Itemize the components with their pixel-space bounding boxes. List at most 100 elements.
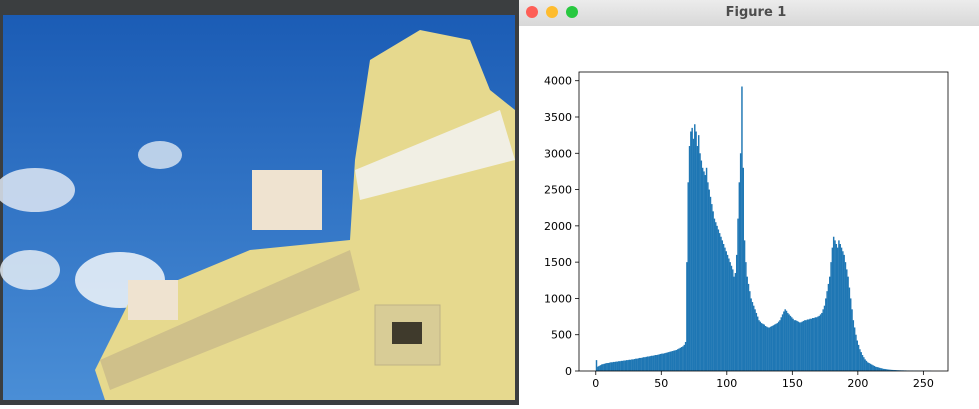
bar — [720, 237, 721, 371]
bar — [854, 327, 855, 371]
bar — [625, 360, 626, 371]
bar — [615, 362, 616, 371]
x-tick-label: 200 — [847, 377, 868, 390]
bar — [707, 182, 708, 371]
bar — [803, 321, 804, 371]
bar — [868, 363, 869, 371]
bar — [809, 319, 810, 371]
bar — [716, 226, 717, 371]
bar — [638, 358, 639, 371]
bar — [853, 320, 854, 371]
bar — [843, 255, 844, 371]
bar — [769, 327, 770, 371]
bar — [725, 251, 726, 371]
bar — [828, 284, 829, 371]
bar — [610, 362, 611, 371]
bar — [794, 320, 795, 371]
bar — [871, 364, 872, 371]
bar — [669, 352, 670, 371]
bar — [598, 366, 599, 371]
bar — [782, 314, 783, 371]
bar — [760, 322, 761, 371]
close-button[interactable] — [526, 6, 538, 18]
bar — [802, 322, 803, 371]
bar — [778, 322, 779, 371]
bar — [687, 182, 688, 371]
bar — [790, 316, 791, 371]
bar — [847, 277, 848, 371]
bar — [718, 229, 719, 371]
bar — [817, 317, 818, 371]
bar — [798, 322, 799, 371]
bar — [678, 349, 679, 371]
bar — [864, 359, 865, 371]
bar — [783, 311, 784, 371]
bar — [851, 309, 852, 371]
bar — [711, 204, 712, 371]
zoom-button[interactable] — [566, 6, 578, 18]
bar — [758, 320, 759, 371]
bar — [811, 319, 812, 371]
bar — [875, 367, 876, 371]
bar — [712, 211, 713, 371]
bar — [737, 219, 738, 371]
bar — [648, 356, 649, 371]
bar — [685, 342, 686, 371]
bar — [820, 314, 821, 371]
bar — [836, 244, 837, 371]
y-tick-label: 3500 — [544, 111, 572, 124]
y-tick-label: 0 — [565, 365, 572, 378]
bar — [632, 359, 633, 371]
bar — [614, 362, 615, 371]
bar — [659, 354, 660, 371]
bar — [621, 361, 622, 371]
bar — [652, 356, 653, 371]
bar — [622, 361, 623, 371]
bar — [816, 317, 817, 371]
bar — [613, 362, 614, 371]
bar — [596, 360, 597, 371]
bar — [617, 362, 618, 371]
bar — [838, 240, 839, 371]
bar — [639, 358, 640, 371]
bar — [664, 353, 665, 371]
bar — [787, 313, 788, 371]
bar — [735, 273, 736, 371]
bar — [825, 298, 826, 371]
bar — [777, 323, 778, 371]
bar — [722, 240, 723, 371]
bar — [727, 255, 728, 371]
bar — [693, 139, 694, 371]
bar — [629, 360, 630, 371]
bar — [812, 318, 813, 371]
bar — [640, 358, 641, 371]
bar — [764, 325, 765, 371]
bar — [774, 325, 775, 371]
bar — [749, 291, 750, 371]
bar — [653, 355, 654, 371]
bar — [732, 269, 733, 371]
bar — [667, 352, 668, 371]
bar — [740, 153, 741, 371]
minimize-button[interactable] — [546, 6, 558, 18]
bar — [795, 320, 796, 371]
bar — [757, 317, 758, 371]
bar — [771, 326, 772, 371]
bar — [706, 168, 707, 371]
bar — [745, 262, 746, 371]
bar — [670, 351, 671, 371]
bar — [606, 363, 607, 371]
bar — [703, 171, 704, 371]
bar — [826, 291, 827, 371]
bar — [705, 175, 706, 371]
bar — [849, 288, 850, 371]
bar — [845, 262, 846, 371]
bar — [597, 367, 598, 371]
bar — [741, 87, 742, 371]
bar — [627, 360, 628, 371]
bar — [635, 359, 636, 371]
bar — [739, 182, 740, 371]
bar — [756, 313, 757, 371]
bar — [656, 355, 657, 371]
bar — [762, 324, 763, 371]
